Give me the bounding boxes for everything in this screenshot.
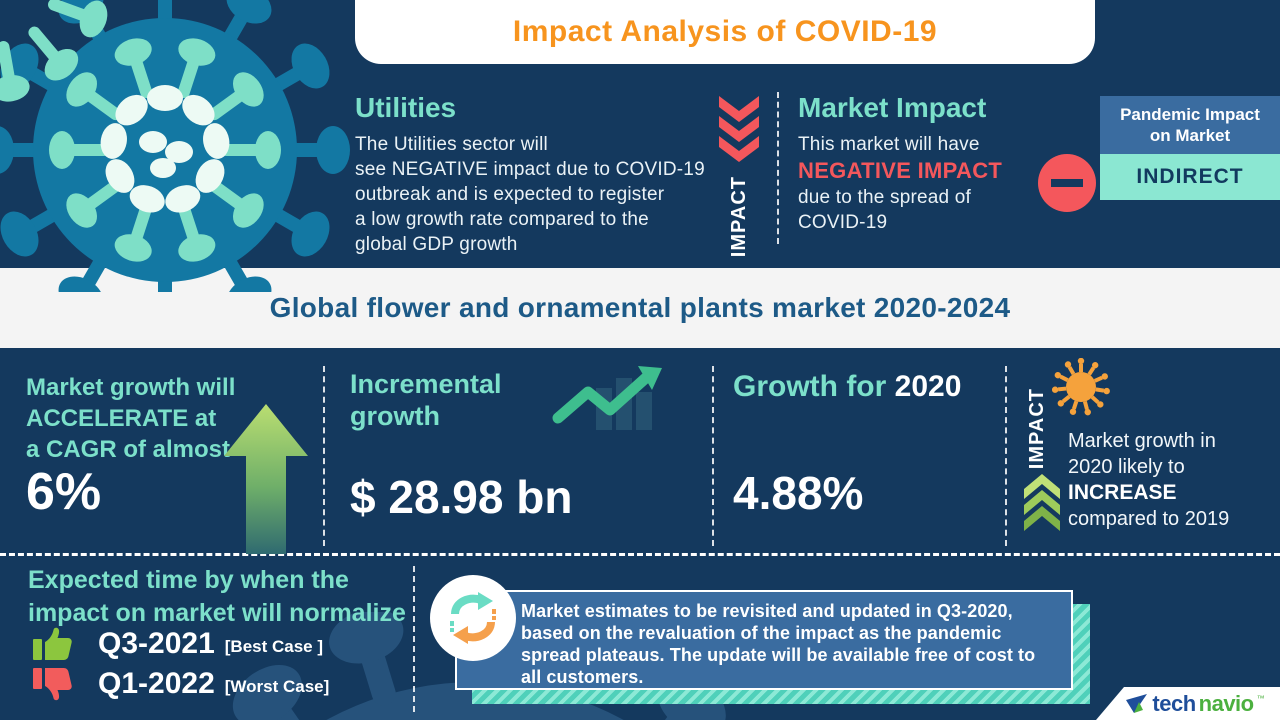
- growth-2020-value: 4.88%: [733, 467, 864, 519]
- thumb-down-icon: [33, 668, 72, 701]
- incremental-growth-value: $ 28.98 bn: [350, 471, 573, 523]
- market-impact-line: This market will have: [798, 134, 980, 155]
- sector-heading: Utilities: [355, 92, 457, 123]
- worst-case-row: Q1-2022 [Worst Case]: [30, 666, 329, 702]
- impact-note-line: Market growth in: [1068, 430, 1216, 452]
- vertical-dashed-divider: [323, 366, 325, 546]
- sector-impact-block: Utilities The Utilities sector will see …: [355, 92, 705, 257]
- normalize-heading: Expected time by when the impact on mark…: [28, 564, 406, 630]
- vertical-dashed-divider: [413, 566, 415, 712]
- best-case-label: [Best Case ]: [224, 637, 324, 656]
- growth-2020-prefix: Growth for: [733, 370, 895, 403]
- cagr-line: a CAGR of almost: [26, 436, 231, 463]
- growth-up-arrow-icon: [224, 404, 308, 554]
- cagr-line: ACCELERATE at: [26, 405, 217, 432]
- growth-2020-heading: Growth for 2020: [733, 370, 961, 404]
- sector-line: see NEGATIVE impact due to COVID-19: [355, 159, 705, 180]
- technavio-logo: tech navio ™: [1096, 687, 1280, 720]
- sector-line: outbreak and is expected to register: [355, 184, 665, 205]
- no-entry-icon: [1038, 154, 1096, 212]
- cagr-line: Market growth will: [26, 374, 236, 401]
- growth-2020-year: 2020: [894, 370, 962, 403]
- chevrons-up-icon: [1024, 474, 1060, 531]
- worst-case-value: Q1-2022: [98, 667, 215, 700]
- vertical-dashed-divider: [712, 366, 714, 546]
- market-impact-line: COVID-19: [798, 212, 888, 233]
- market-impact-line: due to the spread of: [798, 187, 972, 208]
- technavio-arrow-icon: [1126, 693, 1148, 713]
- impact-note-line: compared to 2019: [1068, 508, 1230, 530]
- market-impact-block: Market Impact This market will have NEGA…: [798, 92, 1048, 235]
- incremental-line: Incremental: [350, 369, 502, 399]
- logo-text-tech: tech: [1152, 690, 1196, 716]
- note-box: Market estimates to be revisited and upd…: [455, 590, 1073, 690]
- incremental-growth-heading: Incremental growth: [350, 368, 502, 432]
- horizontal-dashed-divider: [0, 553, 1280, 556]
- banner: Impact Analysis of COVID-19: [355, 0, 1095, 64]
- best-case-value: Q3-2021: [98, 627, 215, 660]
- cagr-section: Market growth will ACCELERATE at a CAGR …: [26, 372, 236, 521]
- note-text: Market estimates to be revisited and upd…: [521, 601, 1036, 687]
- impact-2020-note: Market growth in 2020 likely to INCREASE…: [1068, 428, 1273, 532]
- market-title-band: Global flower and ornamental plants mark…: [0, 268, 1280, 348]
- pandemic-impact-box: Pandemic Impact on Market INDIRECT: [1100, 96, 1280, 200]
- refresh-icon: [430, 575, 516, 661]
- sector-line: The Utilities sector will: [355, 134, 548, 155]
- logo-text-navio: navio: [1198, 690, 1254, 716]
- increase-text: INCREASE: [1068, 481, 1177, 504]
- market-title: Global flower and ornamental plants mark…: [269, 292, 1011, 323]
- vertical-dashed-divider: [777, 92, 779, 244]
- pandemic-box-title: Pandemic Impact on Market: [1100, 96, 1280, 154]
- virus-icon: [1052, 358, 1110, 416]
- sector-line: global GDP growth: [355, 234, 518, 255]
- trend-up-chart-icon: [552, 366, 662, 430]
- impact-note-line: 2020 likely to: [1068, 456, 1185, 478]
- impact-vertical-label: IMPACT: [1026, 388, 1048, 470]
- logo-trademark: ™: [1256, 694, 1265, 703]
- sector-impact-indicator: IMPACT: [714, 96, 764, 257]
- impact-vertical-label: IMPACT: [727, 176, 750, 258]
- negative-impact-text: NEGATIVE IMPACT: [798, 158, 1003, 183]
- cagr-value: 6%: [26, 463, 102, 521]
- incremental-line: growth: [350, 401, 440, 431]
- coronavirus-illustration: [0, 0, 350, 292]
- banner-title: Impact Analysis of COVID-19: [512, 15, 938, 48]
- normalize-heading-line: Expected time by when the: [28, 566, 349, 594]
- worst-case-label: [Worst Case]: [224, 677, 330, 696]
- vertical-dashed-divider: [1005, 366, 1007, 546]
- best-case-row: Q3-2021 [Best Case ]: [30, 626, 323, 662]
- normalize-heading-line: impact on market will normalize: [28, 599, 406, 627]
- pandemic-box-value: INDIRECT: [1100, 154, 1280, 200]
- sector-line: a low growth rate compared to the: [355, 209, 649, 230]
- thumb-up-icon: [33, 627, 72, 660]
- market-impact-heading: Market Impact: [798, 92, 987, 123]
- chevrons-down-icon: [719, 96, 759, 162]
